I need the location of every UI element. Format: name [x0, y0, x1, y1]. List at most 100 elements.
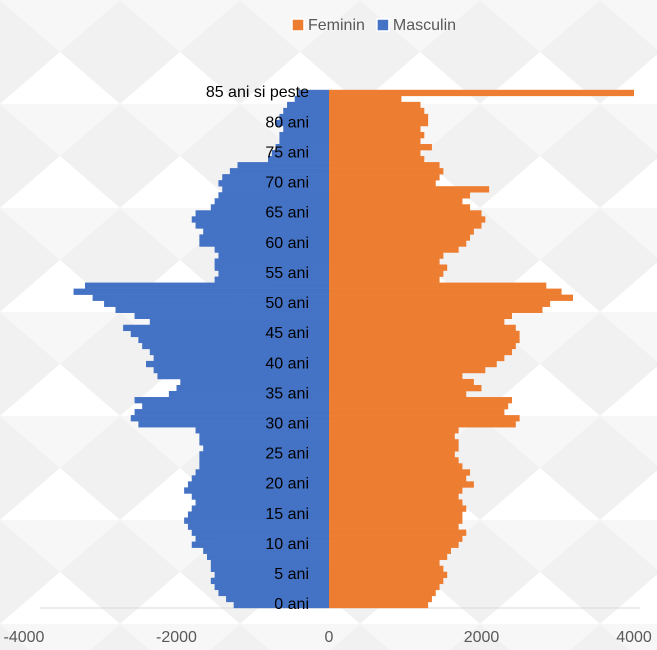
bar	[73, 288, 329, 295]
bar	[329, 439, 459, 446]
bar	[329, 318, 505, 326]
bar	[195, 535, 329, 542]
bar	[229, 168, 329, 175]
bar	[329, 601, 429, 609]
bar	[233, 601, 329, 609]
bar	[115, 306, 329, 313]
bar	[271, 150, 329, 157]
bar	[329, 168, 444, 175]
bar	[329, 125, 421, 133]
bar	[195, 222, 329, 229]
bar	[279, 138, 329, 145]
bar	[218, 589, 329, 597]
category-label: 80 ani	[265, 114, 309, 131]
bar	[329, 577, 444, 585]
bar	[329, 342, 516, 350]
legend-label: Masculin	[393, 17, 456, 34]
bar	[329, 463, 463, 470]
bar	[329, 547, 451, 554]
bar	[329, 360, 497, 368]
bar	[214, 264, 329, 271]
bar	[329, 234, 471, 241]
x-tick-label: -4000	[4, 629, 45, 646]
bar	[195, 210, 329, 217]
bar	[329, 306, 543, 313]
category-label: 10 ani	[265, 536, 309, 553]
bar	[191, 493, 329, 500]
bar	[123, 324, 329, 332]
bar	[329, 210, 482, 217]
bar	[237, 162, 329, 169]
bar	[329, 384, 482, 392]
bar	[329, 511, 463, 518]
bar	[329, 288, 562, 295]
bar	[329, 192, 471, 199]
bar	[329, 372, 463, 380]
bar	[329, 348, 512, 356]
bar	[329, 469, 471, 476]
x-tick-label: 2000	[464, 629, 500, 646]
category-label: 25 ani	[265, 446, 309, 463]
bar	[210, 565, 329, 573]
bar	[191, 541, 329, 548]
bar	[226, 595, 329, 603]
bar	[329, 324, 516, 332]
bar	[195, 499, 329, 506]
bar	[218, 180, 329, 187]
bar	[275, 119, 329, 127]
bar	[329, 409, 505, 416]
bar	[329, 523, 459, 530]
bar	[184, 517, 329, 524]
bar	[191, 505, 329, 512]
bar	[142, 403, 329, 410]
bar	[134, 409, 329, 416]
bar	[207, 553, 329, 560]
bar	[329, 89, 634, 97]
category-label: 85 ani si peste	[206, 84, 309, 101]
bar	[142, 342, 329, 350]
bar	[329, 174, 440, 181]
x-tick-label: -2000	[156, 629, 197, 646]
bar	[214, 583, 329, 591]
bar	[329, 162, 440, 169]
bar	[329, 252, 444, 259]
bar	[92, 294, 329, 301]
category-label: 35 ani	[265, 385, 309, 402]
bar	[329, 499, 463, 506]
bar	[329, 264, 448, 271]
bar	[329, 366, 486, 374]
bar	[329, 270, 444, 277]
bar	[329, 294, 573, 301]
bar	[176, 384, 329, 392]
bar	[214, 198, 329, 205]
bar	[329, 150, 421, 157]
bar	[329, 198, 463, 205]
bar	[329, 204, 471, 211]
bar	[214, 276, 329, 283]
bar	[329, 180, 436, 187]
bar	[268, 156, 329, 163]
bar	[329, 451, 455, 458]
category-label: 20 ani	[265, 476, 309, 493]
category-label: 70 ani	[265, 175, 309, 192]
bar	[187, 523, 329, 530]
bar	[329, 282, 547, 289]
bar	[279, 131, 329, 139]
bar	[283, 107, 329, 115]
category-label: 30 ani	[265, 415, 309, 432]
bar	[329, 481, 474, 488]
category-label: 65 ani	[265, 205, 309, 222]
bar	[210, 204, 329, 211]
bar	[168, 391, 329, 398]
bar	[218, 192, 329, 199]
bar	[187, 481, 329, 488]
bar	[329, 535, 463, 542]
bar	[218, 252, 329, 259]
bar	[287, 101, 329, 109]
bar	[104, 300, 329, 307]
bar	[195, 469, 329, 476]
bar	[329, 131, 425, 139]
bar	[222, 186, 329, 193]
bar	[138, 336, 329, 344]
